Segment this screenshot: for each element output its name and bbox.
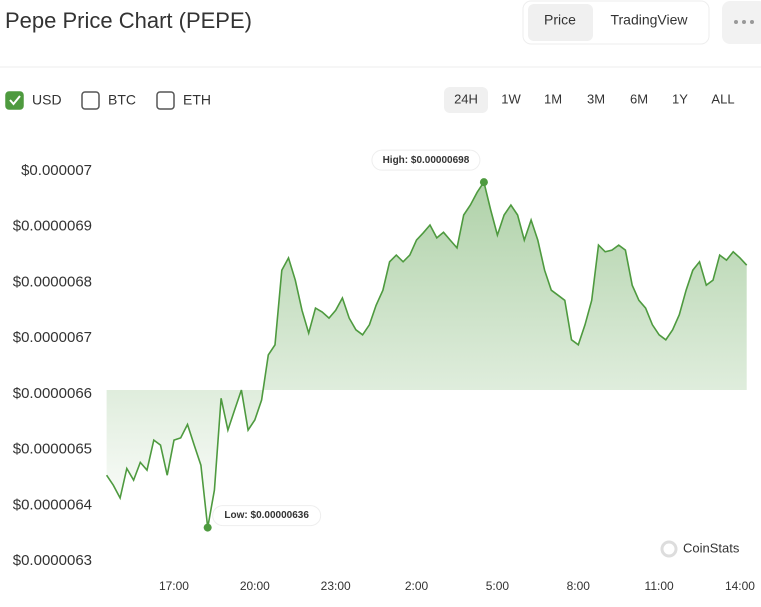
x-tick-label: 11:00 [645, 579, 674, 593]
range-button[interactable]: ALL [711, 91, 734, 106]
x-tick-label: 17:00 [159, 579, 189, 593]
dot [742, 20, 746, 24]
x-tick-label: 5:00 [486, 579, 510, 593]
annotation-box [371, 149, 481, 171]
range-selected [444, 87, 488, 113]
y-tick-label: $0.0000064 [13, 496, 92, 513]
x-tick-label: 2:00 [405, 579, 429, 593]
area-fill [106, 182, 747, 528]
extreme-dot [203, 523, 212, 532]
watermark: CoinStats [683, 540, 740, 555]
range-button[interactable]: 1M [544, 91, 562, 106]
check-mark [9, 95, 21, 106]
page-title: Pepe Price Chart (PEPE) [5, 8, 252, 33]
annotation-label: High: $0.00000698 [383, 155, 470, 166]
y-tick-label: $0.0000069 [13, 218, 92, 235]
y-tick-label: $0.0000063 [13, 552, 92, 569]
annotation-box [212, 505, 322, 527]
range-button[interactable]: 3M [587, 91, 605, 106]
range-button[interactable]: 1W [501, 91, 521, 106]
x-tick-label: 23:00 [321, 579, 351, 593]
range-button[interactable]: 24H [454, 91, 478, 106]
dot [750, 20, 754, 24]
annotation-label: Low: $0.00000636 [224, 510, 309, 521]
currency-label[interactable]: ETH [183, 92, 211, 108]
price-line [105, 180, 748, 528]
y-tick-label: $0.0000067 [13, 329, 92, 346]
y-tick-label: $0.000007 [21, 162, 92, 179]
watermark-logo [660, 540, 678, 558]
range-button[interactable]: 1Y [672, 91, 688, 106]
more-button[interactable] [722, 1, 761, 44]
currency-label[interactable]: BTC [108, 92, 136, 108]
tab[interactable]: Price [544, 12, 576, 28]
x-tick-label: 20:00 [240, 579, 270, 593]
y-tick-label: $0.0000068 [13, 273, 92, 290]
y-tick-label: $0.0000066 [13, 385, 92, 402]
extreme-dot [479, 178, 488, 187]
y-tick-label: $0.0000065 [13, 441, 92, 458]
checkbox[interactable] [156, 91, 175, 110]
x-tick-label: 8:00 [567, 579, 591, 593]
tab-selected [528, 4, 593, 41]
dot [734, 20, 738, 24]
currency-label[interactable]: USD [32, 92, 62, 108]
tab[interactable]: TradingView [610, 12, 688, 28]
checkbox[interactable] [81, 91, 100, 110]
x-tick-label: 14:00 [725, 579, 755, 593]
checkbox[interactable] [5, 91, 24, 110]
range-button[interactable]: 6M [630, 91, 648, 106]
